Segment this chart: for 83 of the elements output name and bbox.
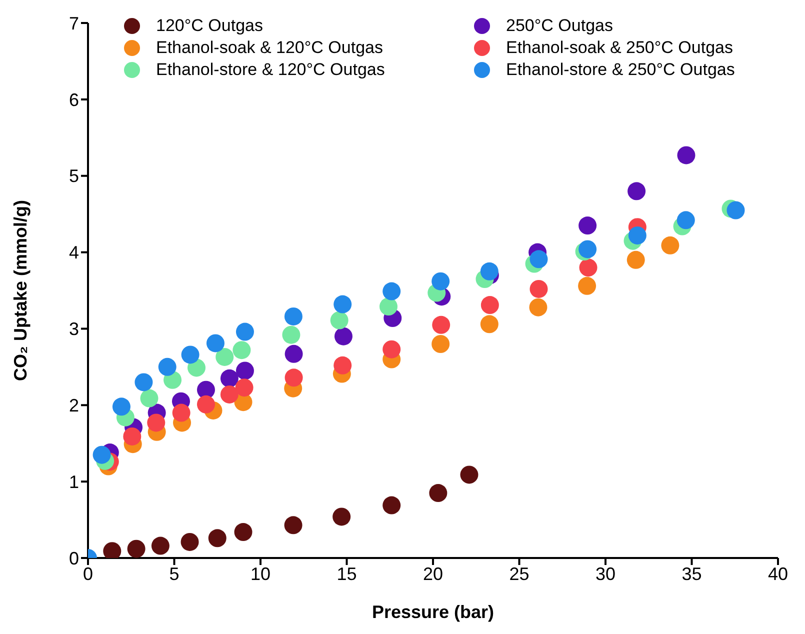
x-tick-label: 40 [768,564,788,584]
point [208,529,226,548]
legend-label: Ethanol-soak & 250°C Outgas [506,38,733,58]
legend-label: 250°C Outgas [506,16,613,36]
point [578,276,596,295]
y-tick-label: 5 [68,166,79,186]
point [236,322,254,341]
point [220,369,238,388]
x-tick-label: 15 [336,564,357,584]
point [578,216,597,235]
point [216,348,234,366]
point [123,427,142,446]
point [220,385,238,404]
point [151,536,170,555]
point [530,280,548,298]
y-tick-label: 3 [68,319,79,340]
point [196,395,215,414]
legend-label: Ethanol-soak & 120°C Outgas [156,38,383,58]
point [628,182,646,200]
point [234,523,252,542]
point [134,373,153,392]
point [432,272,450,290]
y-tick-label: 4 [68,242,79,263]
point [676,211,695,230]
legend-label: Ethanol-store & 120°C Outgas [156,60,385,80]
point [206,334,224,352]
x-tick-label: 25 [509,564,530,584]
point [147,414,166,432]
x-tick-label: 20 [422,564,444,584]
point [180,532,199,551]
point [284,516,302,534]
y-tick-label: 7 [68,13,79,34]
point [181,346,200,364]
x-tick-label: 10 [250,564,271,584]
point [330,311,348,330]
x-tick-label: 35 [682,564,702,584]
point [529,298,548,316]
y-tick-label: 1 [68,472,79,492]
point [726,201,745,220]
point [334,327,352,346]
point [332,508,351,526]
point [661,236,680,254]
x-tick-label: 0 [82,564,94,584]
point [626,250,645,269]
point [334,295,352,314]
point [284,307,302,326]
x-tick-label: 30 [595,564,616,584]
point [432,316,450,334]
point [112,398,130,416]
point [236,362,254,380]
point [677,146,696,164]
y-axis-title: CO₂ Uptake (mmol/g) [10,200,30,382]
point [432,335,450,353]
point [284,368,303,387]
point [140,389,158,408]
point [334,356,352,374]
point [578,240,597,258]
point [382,340,401,358]
y-tick-label: 0 [68,548,79,568]
point [284,344,303,363]
y-tick-label: 6 [68,90,79,110]
legend-label: 120°C Outgas [156,16,263,36]
point [628,226,646,244]
point [92,446,111,464]
x-axis-title: Pressure (bar) [372,602,494,622]
point [158,358,176,376]
point [127,540,146,558]
point [530,250,548,268]
point [235,378,254,397]
point [480,296,499,314]
legend-label: Ethanol-store & 250°C Outgas [506,60,735,80]
point [429,484,448,502]
point [282,326,300,344]
point [460,466,478,484]
point [172,404,190,422]
point [382,282,401,300]
point [232,341,251,360]
y-tick-label: 2 [68,396,79,416]
point [579,258,598,277]
point [379,298,398,316]
point [480,315,498,334]
x-tick-label: 5 [169,564,180,584]
point [382,496,401,514]
